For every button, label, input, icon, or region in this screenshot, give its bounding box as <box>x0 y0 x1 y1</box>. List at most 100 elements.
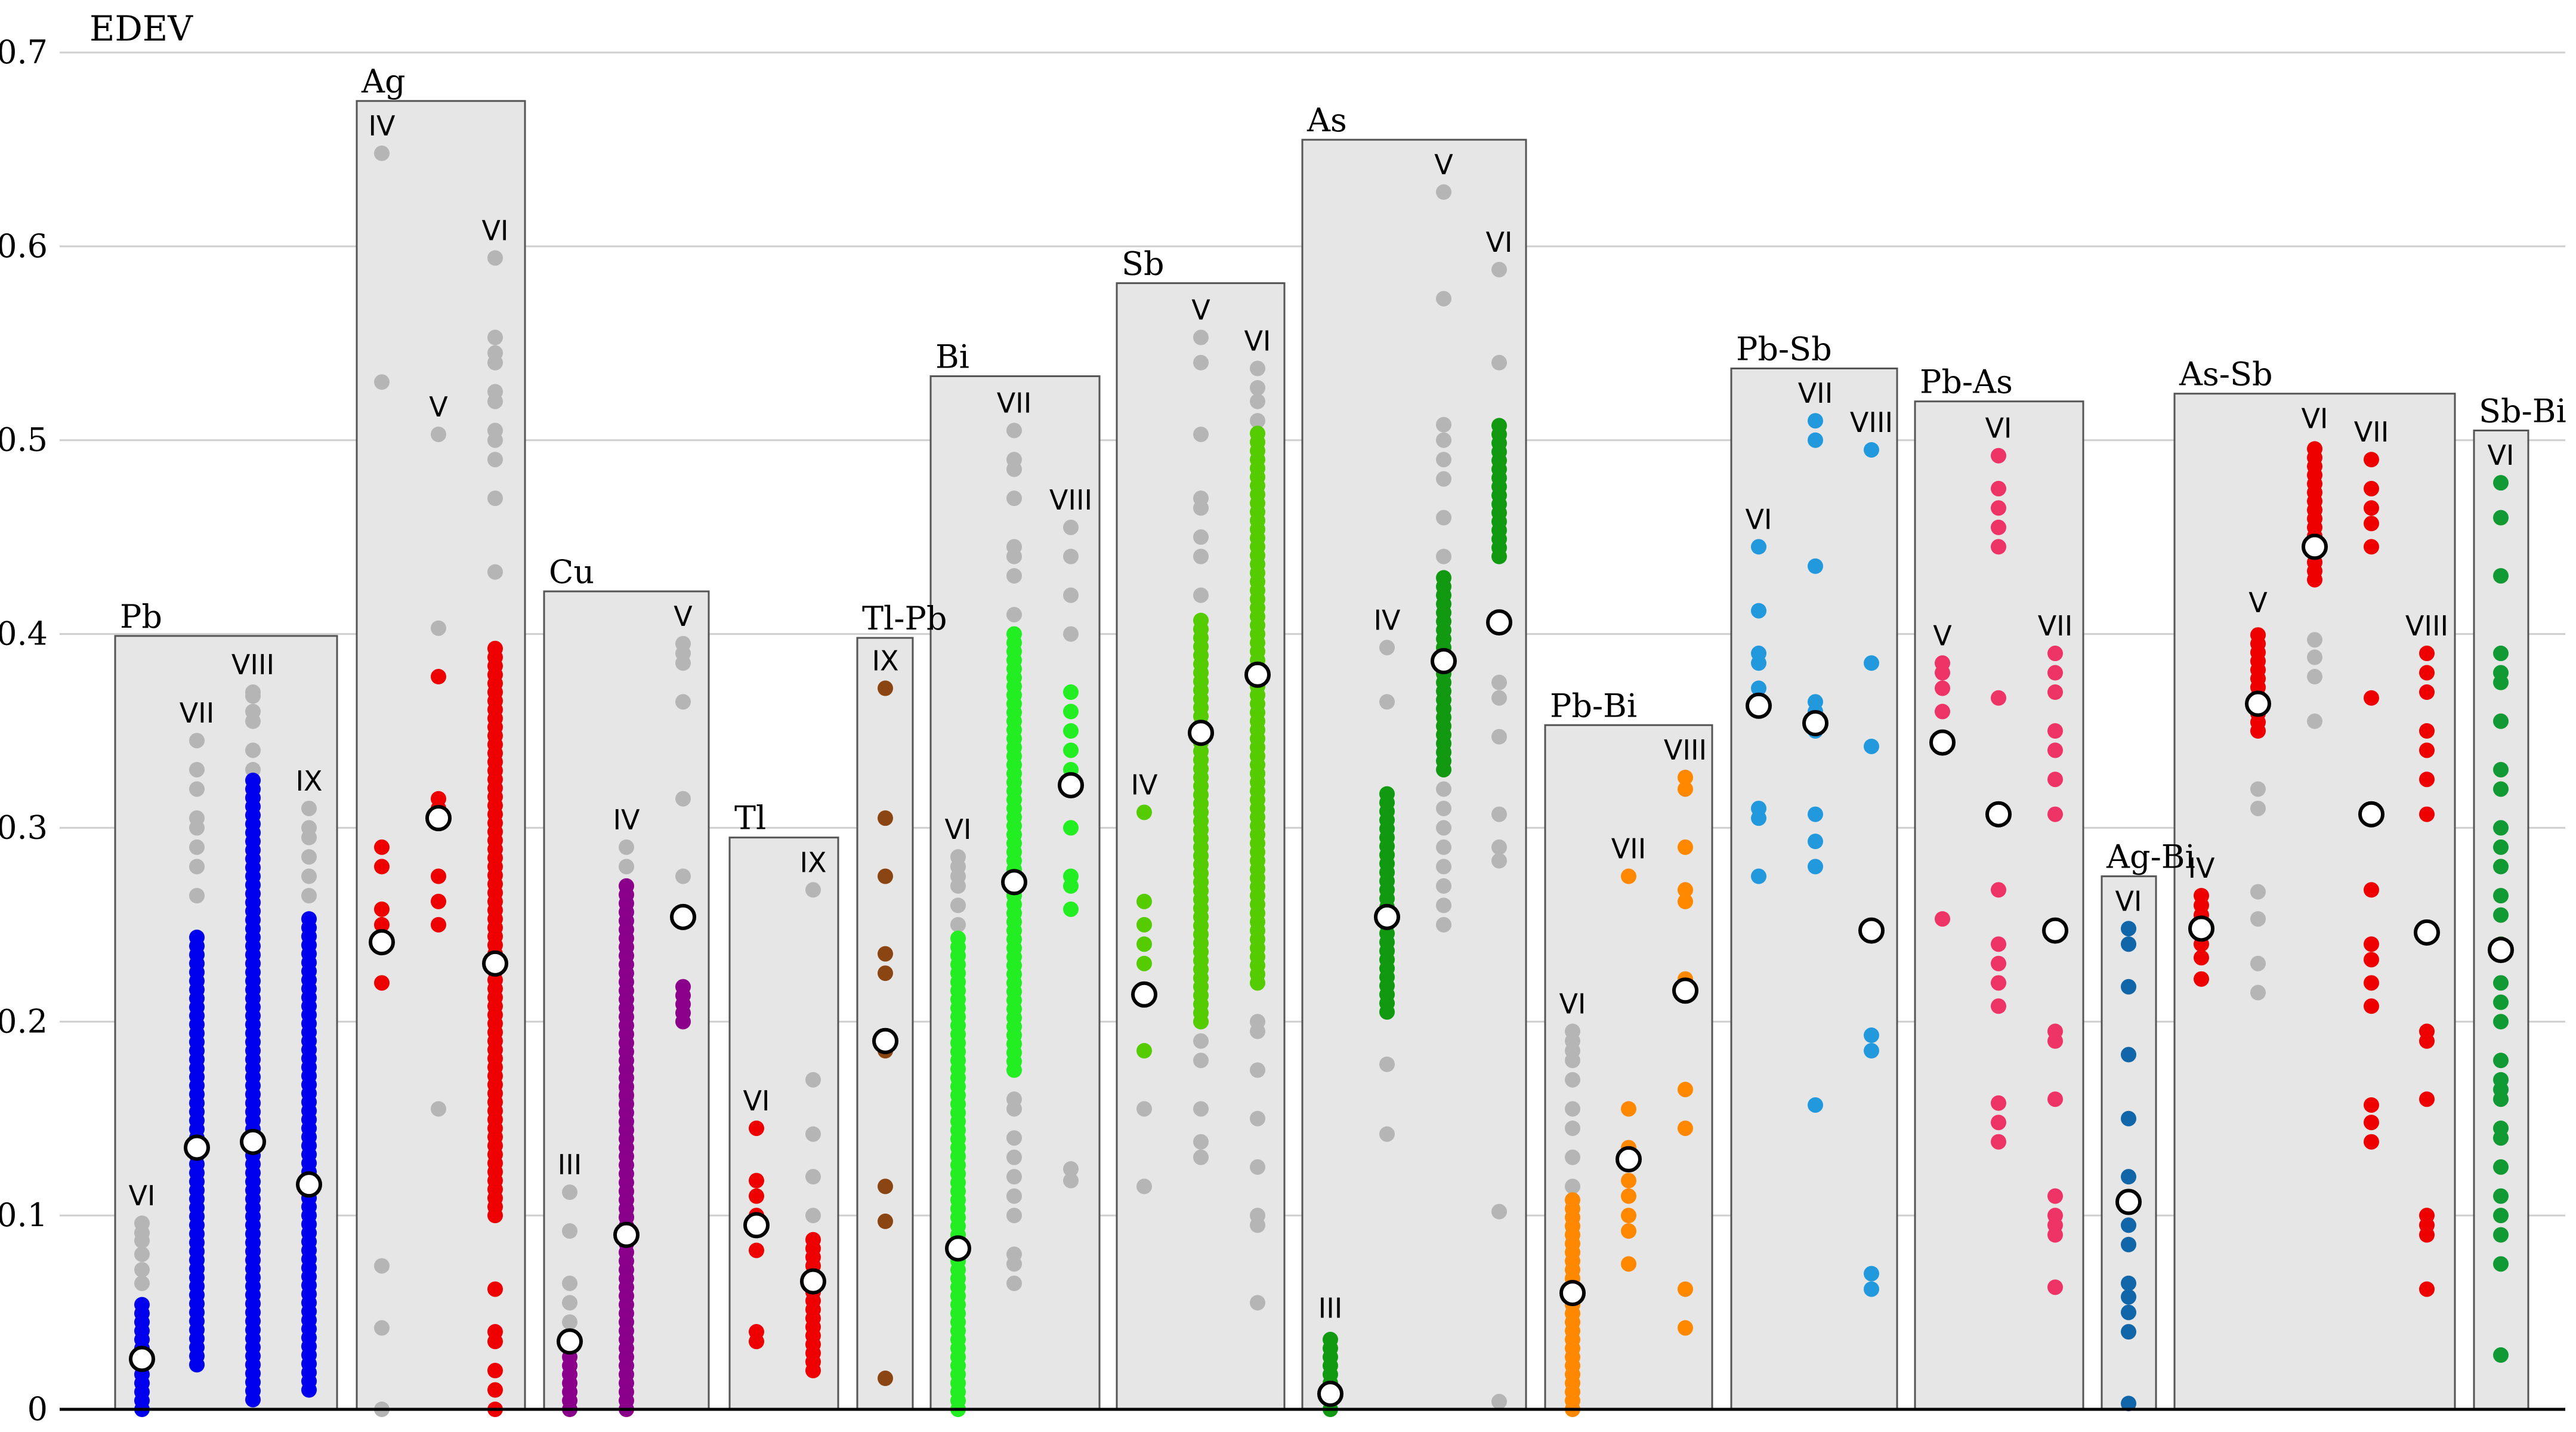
data-point <box>878 680 893 696</box>
gray-point <box>487 452 503 468</box>
data-point <box>431 868 446 884</box>
gray-point <box>619 859 634 875</box>
gray-point <box>431 620 446 636</box>
y-tick-label: 0.5 <box>0 421 48 459</box>
data-point <box>1991 500 2006 516</box>
gray-point <box>1491 690 1507 706</box>
gray-point <box>1250 360 1265 376</box>
gray-point <box>562 1314 577 1330</box>
gray-point <box>1436 859 1451 875</box>
column-label: V <box>2248 587 2268 619</box>
y-tick-label: 0 <box>27 1390 48 1428</box>
gray-point <box>2307 649 2322 665</box>
data-point <box>878 1371 893 1387</box>
gray-point <box>675 694 691 710</box>
gray-point <box>245 684 261 700</box>
mean-marker <box>1131 981 1157 1008</box>
data-point <box>2364 690 2379 706</box>
gray-point <box>301 800 317 816</box>
gray-point <box>1193 1053 1209 1069</box>
gray-point <box>374 145 390 161</box>
column-label: IX <box>295 765 322 797</box>
gray-point <box>487 422 503 439</box>
column-label: VI <box>2487 439 2514 471</box>
gray-point <box>1063 626 1079 642</box>
y-tick-label: 0.1 <box>0 1196 48 1234</box>
data-point <box>2493 1014 2509 1030</box>
gray-point <box>134 1275 150 1291</box>
data-point <box>2047 1188 2063 1204</box>
data-point <box>2364 1115 2379 1131</box>
data-point <box>2419 806 2435 822</box>
y-tick-label: 0.6 <box>0 227 48 265</box>
gray-point <box>189 733 205 749</box>
data-point <box>2047 771 2063 788</box>
gray-point <box>1193 490 1209 507</box>
group-label: Pb-Bi <box>1550 687 1637 724</box>
data-point <box>1193 612 1209 628</box>
data-point <box>1808 413 1823 429</box>
data-point <box>1864 1266 1879 1282</box>
data-point <box>2194 950 2209 966</box>
column-label: VIII <box>1850 406 1893 439</box>
gray-point <box>1379 1126 1395 1142</box>
mean-marker <box>743 1212 770 1239</box>
data-point <box>2419 1208 2435 1224</box>
data-point <box>805 1232 821 1248</box>
gray-point <box>1491 839 1507 855</box>
data-point <box>1751 800 1766 816</box>
group-label: Bi <box>935 338 969 376</box>
mean-marker <box>1929 729 1956 756</box>
data-point <box>1991 539 2006 555</box>
gray-point <box>1436 432 1451 448</box>
data-point <box>1751 868 1766 884</box>
gray-point <box>1436 839 1451 855</box>
gray-point <box>1491 674 1507 690</box>
data-point <box>2364 1097 2379 1113</box>
gray-point <box>2307 669 2322 685</box>
column-label: IV <box>368 110 396 142</box>
data-point <box>2047 806 2063 822</box>
data-point <box>2419 723 2435 739</box>
data-point <box>1808 806 1823 822</box>
data-point <box>2047 1091 2063 1107</box>
data-point <box>878 965 893 982</box>
group-box-tl <box>728 837 839 1411</box>
column-label: IV <box>1373 604 1401 636</box>
data-point <box>2493 1188 2509 1204</box>
data-point <box>1678 839 1693 855</box>
data-point <box>2493 888 2509 904</box>
column-label: VII <box>997 387 1032 419</box>
mean-marker <box>184 1134 210 1161</box>
column-label: VI <box>1244 325 1271 357</box>
data-point <box>2419 646 2435 662</box>
data-point <box>619 878 634 894</box>
mean-marker <box>2188 915 2214 942</box>
data-point <box>374 901 390 917</box>
data-point <box>1864 738 1879 754</box>
data-point <box>2047 665 2063 681</box>
data-point <box>431 893 446 909</box>
gray-point <box>487 490 503 507</box>
data-point <box>1808 1097 1823 1113</box>
mean-marker <box>2414 919 2440 946</box>
gray-point <box>1565 1023 1580 1039</box>
data-point <box>1935 680 1950 696</box>
gray-point <box>1006 1208 1022 1224</box>
data-point <box>1678 1120 1693 1136</box>
gray-point <box>675 868 691 884</box>
column-label: VI <box>1485 226 1512 258</box>
gray-point <box>374 1320 390 1336</box>
data-point <box>1991 690 2006 706</box>
gray-point <box>805 1072 821 1088</box>
gray-point <box>562 1223 577 1239</box>
gray-point <box>675 635 691 652</box>
mean-marker <box>296 1171 322 1198</box>
column-label: III <box>1318 1292 1343 1325</box>
gray-point <box>1193 548 1209 564</box>
gray-point <box>301 820 317 836</box>
mean-marker <box>425 805 452 832</box>
data-point <box>1991 1115 2006 1131</box>
mean-marker <box>945 1235 971 1262</box>
data-point <box>2047 684 2063 700</box>
